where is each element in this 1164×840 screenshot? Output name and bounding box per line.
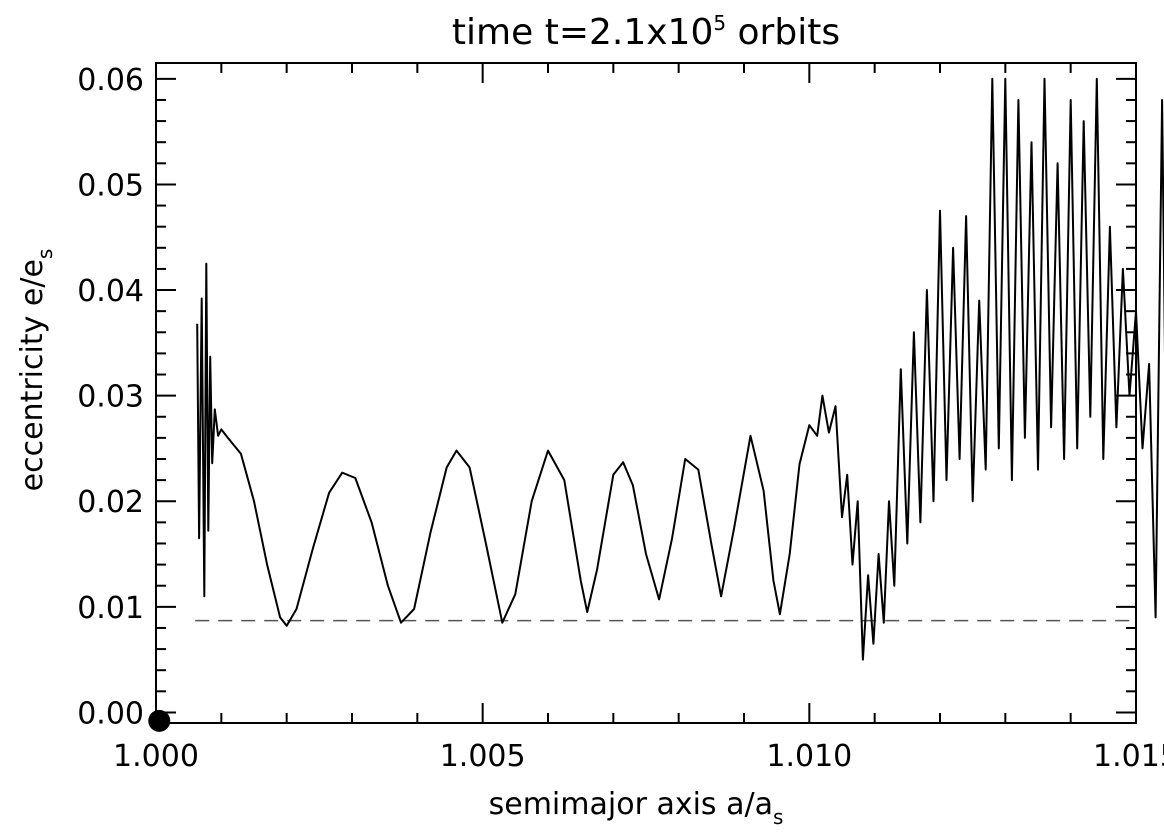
title-exponent: 5 [713,11,726,35]
x-tick-label: 1.005 [440,739,526,774]
y-tick-label: 0.02 [77,485,144,520]
y-tick-label: 0.01 [77,591,144,626]
data-layer [148,77,1164,732]
axis-tick-labels: 1.000 1.005 1.010 1.015 0.00 0.01 0.02 0.03 0.04… [77,63,1164,774]
x-axis-label: semimajor axis a/as [489,787,784,829]
x-tick-label: 1.010 [766,739,852,774]
x-tick-label: 1.015 [1093,739,1164,774]
x-tick-label: 1.000 [113,739,199,774]
title-suffix: orbits [726,12,840,53]
marker-point [148,709,171,732]
y-tick-label: 0.05 [77,168,144,203]
y-tick-label: 0.04 [77,274,144,309]
y-tick-label: 0.03 [77,380,144,415]
y-tick-label: 0.06 [77,63,144,98]
axis-ticks [155,63,1137,723]
y-axis-label: eccentricity e/es [15,249,57,492]
series-line [196,77,1164,661]
chart-title: time t=2.1x105 orbits [452,11,840,53]
y-tick-label: 0.00 [77,696,144,731]
plot-frame [155,62,1137,724]
